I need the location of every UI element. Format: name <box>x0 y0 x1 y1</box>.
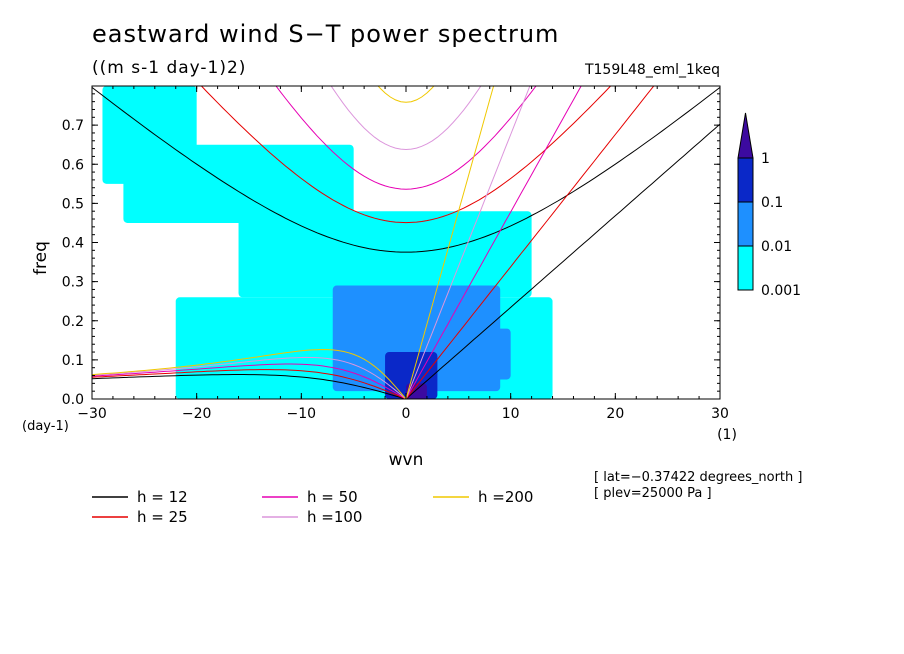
pressure-level-note: [ plev=25000 Pa ] <box>594 486 712 501</box>
power-shading <box>102 86 553 399</box>
kelvin-curve-h100 <box>405 86 531 399</box>
colorbar-arrow <box>737 112 754 159</box>
inertio-gravity-curve-h200 <box>377 86 435 103</box>
rossby-curve-h12 <box>92 374 407 399</box>
x-tick-label: −10 <box>287 406 317 422</box>
x-tick-label: −30 <box>77 406 107 422</box>
power-region-4 <box>332 285 501 392</box>
kelvin-curve-h25 <box>405 86 655 399</box>
inertio-gravity-curve-h25 <box>200 86 612 224</box>
kelvin-curve-h12 <box>405 123 720 399</box>
colorbar: 0.001 0.01 0.1 1 <box>737 112 801 299</box>
x-tick-label: 20 <box>606 406 624 422</box>
y-axis-label: freq <box>31 241 51 275</box>
rossby-curve-h25 <box>92 369 407 399</box>
latitude-note: [ lat=−0.37422 degrees_north ] <box>594 470 803 485</box>
x-axis: −30 −20 −10 0 10 20 30 <box>77 86 729 422</box>
legend-label: h = 25 <box>137 508 188 526</box>
rossby-curve-h100 <box>92 356 407 399</box>
legend-label: h = 12 <box>137 488 188 506</box>
colorbar-segment-0 <box>737 245 754 291</box>
colorbar-label: 0.001 <box>761 283 801 299</box>
y-tick-label: 0.3 <box>62 275 84 291</box>
legend: h = 12 h = 25 h = 50 h =100 h =200 <box>92 488 533 526</box>
y-tick-label: 0.6 <box>62 157 84 173</box>
chart-title: eastward wind S−T power spectrum <box>92 20 560 48</box>
chart-units: ((m s-1 day-1)2) <box>92 58 247 78</box>
y-tick-label: 0.2 <box>62 314 84 330</box>
rossby-curve-h50 <box>92 363 407 399</box>
power-region-1 <box>238 211 532 298</box>
dispersion-curves <box>92 86 720 399</box>
power-region-5 <box>468 328 511 380</box>
colorbar-segment-2 <box>737 157 754 203</box>
legend-label: h = 50 <box>307 488 358 506</box>
y-tick-label: 0.1 <box>62 353 84 369</box>
colorbar-label: 0.1 <box>761 195 783 211</box>
colorbar-label: 0.01 <box>761 239 792 255</box>
inertio-gravity-curve-h50 <box>275 86 537 190</box>
run-id: T159L48_eml_1keq <box>584 62 720 78</box>
x-tick-label: 10 <box>502 406 520 422</box>
x-tick-label: −20 <box>182 406 212 422</box>
y-tick-label: 0.0 <box>62 392 84 408</box>
kelvin-curve-h50 <box>405 86 582 399</box>
inertio-gravity-curve-h12 <box>92 87 720 253</box>
y-tick-label: 0.5 <box>62 196 84 212</box>
legend-label: h =200 <box>478 488 533 506</box>
x-tick-label: 30 <box>711 406 729 422</box>
colorbar-segment-1 <box>737 201 754 247</box>
inertio-gravity-curve-h100 <box>330 86 482 151</box>
kelvin-curve-h200 <box>405 86 495 399</box>
colorbar-label: 1 <box>761 151 770 167</box>
rossby-curve-h200 <box>92 348 407 399</box>
y-tick-label: 0.7 <box>62 118 84 134</box>
legend-label: h =100 <box>307 508 362 526</box>
power-region-3 <box>123 144 354 223</box>
power-region-7 <box>406 383 427 399</box>
y-axis: 0.0 0.1 0.2 0.3 0.4 0.5 0.6 0.7 <box>62 93 720 408</box>
y-tick-label: 0.4 <box>62 236 84 252</box>
x-axis-label: wvn <box>389 450 424 470</box>
y-axis-unit: (day-1) <box>22 419 69 434</box>
x-axis-unit: (1) <box>717 427 737 443</box>
x-tick-label: 0 <box>402 406 411 422</box>
